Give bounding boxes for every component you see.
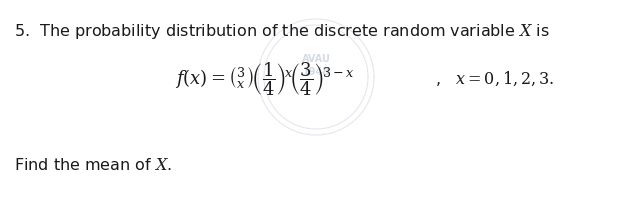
Text: 5.  The probability distribution of the discrete random variable $X$ is: 5. The probability distribution of the d… <box>14 22 550 41</box>
Text: AVAU: AVAU <box>301 54 331 64</box>
Text: 1948: 1948 <box>303 67 329 77</box>
Text: ,   $x=0,1,2,3.$: , $x=0,1,2,3.$ <box>435 70 554 88</box>
Text: $f(x) = \binom{3}{x}\!\left(\dfrac{1}{4}\right)^{\!x}\!\left(\dfrac{3}{4}\right): $f(x) = \binom{3}{x}\!\left(\dfrac{1}{4}… <box>175 60 355 98</box>
Text: Find the mean of $X$.: Find the mean of $X$. <box>14 157 172 173</box>
